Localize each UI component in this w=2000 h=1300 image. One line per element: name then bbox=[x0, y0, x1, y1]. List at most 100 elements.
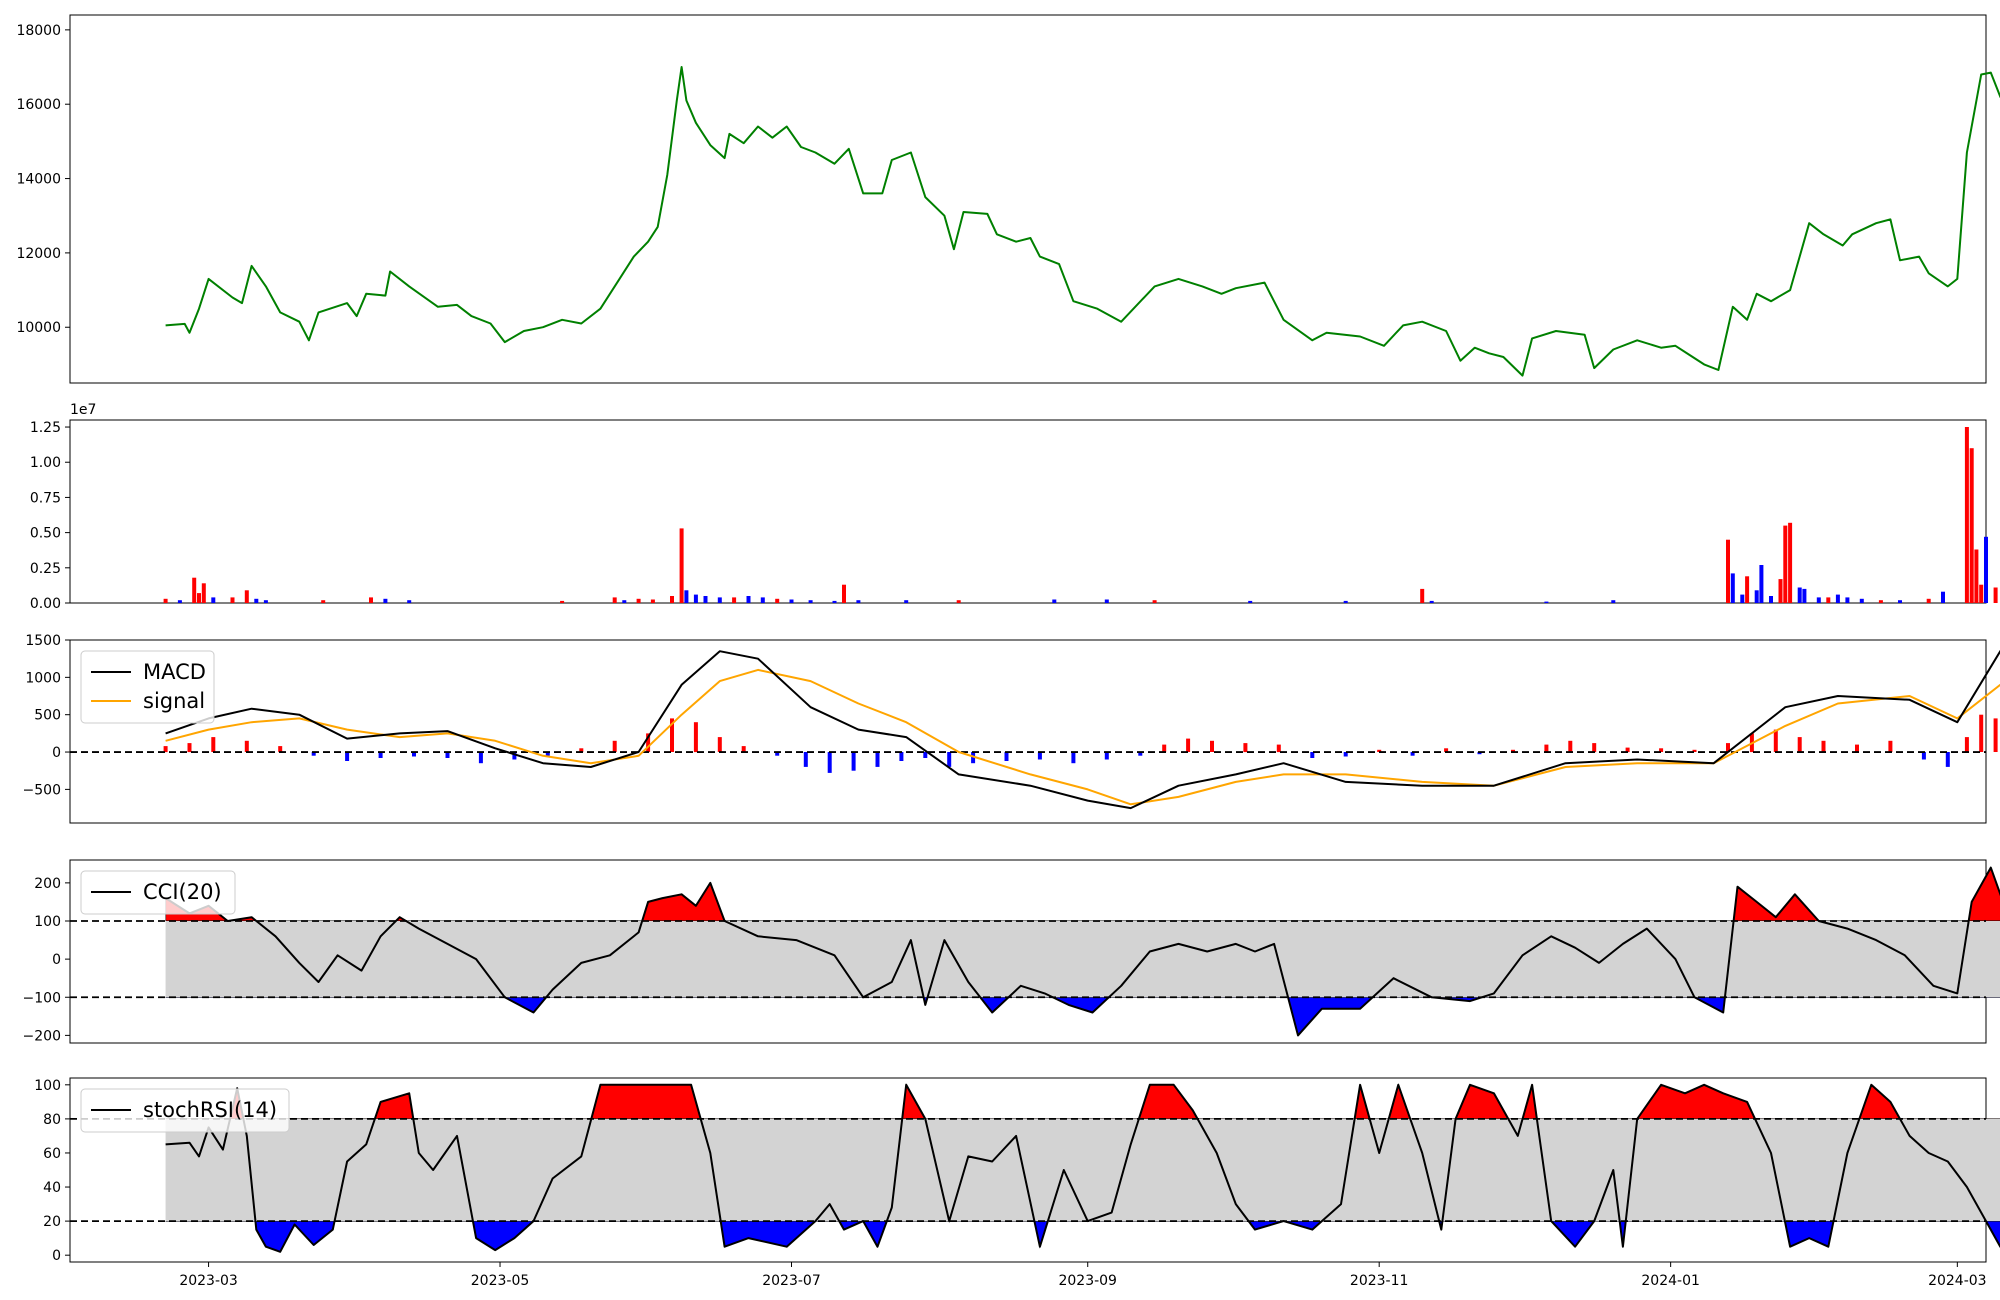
macd-histogram-bar bbox=[1410, 752, 1415, 756]
volume-bar bbox=[1343, 600, 1348, 603]
price-line bbox=[165, 66, 2000, 377]
volume-bar bbox=[1420, 588, 1425, 603]
macd-histogram-bar bbox=[244, 740, 249, 752]
y-tick-label-0: 12000 bbox=[16, 246, 61, 262]
volume-bar bbox=[201, 583, 206, 603]
y-tick-label-4: 40 bbox=[43, 1180, 61, 1196]
volume-bar bbox=[717, 597, 722, 603]
volume-bar bbox=[1740, 594, 1745, 603]
volume-bar bbox=[842, 584, 846, 603]
volume-bar bbox=[1783, 525, 1788, 603]
macd-histogram-bar bbox=[478, 752, 483, 764]
macd-histogram-bar bbox=[1162, 744, 1167, 753]
volume-bar bbox=[760, 597, 765, 603]
volume-bar bbox=[1802, 588, 1807, 603]
volume-bar bbox=[263, 600, 268, 603]
y-tick-label-0: 14000 bbox=[16, 172, 61, 188]
macd-histogram-bar bbox=[1592, 743, 1597, 753]
y-tick-label-3: −100 bbox=[23, 990, 61, 1006]
x-tick-label: 2024-01 bbox=[1641, 1273, 1700, 1289]
macd-histogram-bar bbox=[947, 752, 952, 767]
volume-bar bbox=[1993, 587, 1998, 603]
volume-bar bbox=[192, 577, 197, 603]
macd-histogram-bar bbox=[875, 752, 880, 767]
volume-bar bbox=[1859, 598, 1864, 603]
volume-bar bbox=[1726, 539, 1730, 603]
y-tick-label-2: 0 bbox=[52, 745, 61, 761]
volume-bar bbox=[560, 600, 565, 603]
volume-bar bbox=[163, 598, 168, 603]
volume-bar bbox=[1974, 549, 1979, 603]
volume-bar bbox=[1984, 536, 1988, 603]
y-tick-label-4: 100 bbox=[34, 1078, 61, 1094]
volume-bar bbox=[746, 596, 751, 603]
volume-bar bbox=[1898, 600, 1902, 603]
macd-histogram-bar bbox=[1993, 718, 1998, 752]
macd-histogram-bar bbox=[1377, 749, 1382, 752]
macd-histogram-bar bbox=[1659, 748, 1664, 752]
macd-histogram-bar bbox=[851, 752, 856, 771]
macd-histogram-bar bbox=[971, 752, 976, 764]
volume-bar bbox=[383, 598, 388, 603]
y-tick-label-4: 0 bbox=[52, 1248, 61, 1264]
macd-histogram-bar bbox=[1797, 737, 1802, 752]
legend-label: stochRSI(14) bbox=[143, 1098, 277, 1122]
y-tick-label-1: 0.00 bbox=[30, 596, 61, 612]
volume-bar bbox=[732, 597, 737, 603]
volume-bar bbox=[1769, 596, 1773, 603]
macd-histogram-bar bbox=[612, 740, 617, 752]
macd-histogram-bar bbox=[412, 752, 416, 757]
macd-histogram-bar bbox=[1888, 740, 1893, 752]
legend-box bbox=[80, 870, 236, 915]
panel-frame-2 bbox=[69, 639, 1987, 824]
macd-histogram-bar bbox=[646, 733, 651, 753]
legend-2: MACD signal bbox=[80, 650, 215, 724]
y-tick-label-3: 100 bbox=[34, 914, 61, 930]
macd-histogram-bar bbox=[278, 746, 283, 753]
x-tick-label: 2023-09 bbox=[1058, 1273, 1117, 1289]
y-tick-label-2: 1000 bbox=[25, 670, 61, 686]
macd-histogram-bar bbox=[1544, 744, 1549, 753]
volume-bar bbox=[1754, 590, 1759, 603]
panel-frame-1 bbox=[69, 419, 1987, 604]
volume-bar bbox=[622, 600, 627, 603]
macd-histogram-bar bbox=[1625, 747, 1630, 753]
volume-bar bbox=[1964, 427, 1969, 603]
macd-histogram-bar bbox=[512, 752, 517, 760]
volume-bar bbox=[1745, 576, 1750, 603]
y-tick-label-4: 20 bbox=[43, 1214, 61, 1230]
macd-histogram-bar bbox=[1004, 752, 1009, 761]
y-tick-label-1: 1.00 bbox=[30, 455, 61, 471]
macd-histogram-bar bbox=[1104, 752, 1109, 760]
y-tick-label-2: −500 bbox=[23, 782, 61, 798]
macd-histogram-bar bbox=[1964, 737, 1969, 752]
volume-bar bbox=[1878, 600, 1883, 603]
macd-histogram-bar bbox=[1310, 752, 1315, 758]
volume-bar bbox=[211, 597, 216, 603]
neutral-band-3 bbox=[165, 921, 2000, 998]
volume-bar bbox=[197, 593, 201, 603]
volume-bar bbox=[904, 600, 909, 603]
macd-histogram-bar bbox=[1921, 752, 1926, 760]
volume-bar bbox=[1835, 594, 1840, 603]
volume-bar bbox=[254, 598, 259, 603]
volume-bar bbox=[1611, 600, 1616, 603]
volume-bar bbox=[1979, 584, 1984, 603]
y-tick-label-1: 0.50 bbox=[30, 526, 61, 542]
macd-histogram-bar bbox=[1186, 738, 1191, 752]
cci-line bbox=[165, 866, 2000, 1037]
x-tick-label: 2023-03 bbox=[179, 1273, 238, 1289]
y-tick-label-0: 18000 bbox=[16, 23, 61, 39]
volume-bar bbox=[612, 597, 617, 603]
volume-bar bbox=[636, 598, 641, 603]
macd-histogram-bar bbox=[187, 743, 192, 753]
macd-histogram-bar bbox=[1692, 749, 1697, 752]
macd-histogram-bar bbox=[311, 752, 316, 756]
macd-histogram-bar bbox=[378, 752, 383, 758]
y-tick-label-1: 0.75 bbox=[30, 490, 61, 506]
macd-histogram-bar bbox=[1343, 752, 1348, 757]
macd-histogram-bar bbox=[1477, 752, 1482, 755]
volume-bar bbox=[1788, 522, 1793, 603]
volume-bar bbox=[244, 590, 249, 603]
